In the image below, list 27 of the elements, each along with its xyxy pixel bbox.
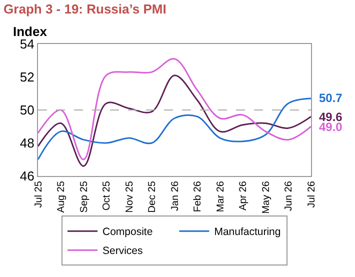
y-tick-label: 46: [20, 168, 34, 184]
legend-label: Manufacturing: [214, 226, 281, 238]
line-series: [38, 58, 311, 160]
x-tick-label: Jan 26: [170, 180, 181, 212]
x-tick-label: Aug 25: [56, 180, 67, 213]
y-tick-label: 54: [20, 36, 34, 52]
chart-title: Graph 3 - 19: Russia’s PMI: [4, 1, 166, 16]
y-tick-label: 52: [20, 70, 34, 85]
line-series: [38, 74, 311, 167]
y-axis-title: Index: [13, 24, 48, 39]
data-label: 50.7: [319, 91, 343, 105]
x-tick-label: Nov 25: [124, 180, 136, 213]
line-series: [38, 98, 311, 160]
y-tick-label: 50: [20, 102, 34, 118]
y-tick-label: 48: [20, 136, 34, 151]
x-tick-label: Apr 26: [238, 180, 249, 210]
x-tick-label: Mar 26: [215, 180, 226, 212]
x-tick-label: Jun 26: [284, 180, 294, 212]
x-tick-label: Jul 26: [306, 180, 318, 208]
x-tick-label: May 26: [260, 180, 272, 214]
legend-label: Services: [102, 245, 143, 258]
x-tick-label: Feb 26: [192, 180, 204, 212]
x-tick-label: Dec 25: [147, 180, 158, 213]
x-tick-label: Jul 25: [33, 180, 44, 208]
x-tick-label: Oct 25: [102, 180, 112, 210]
x-tick-label: Sep 25: [78, 180, 90, 213]
legend-label: Composite: [102, 226, 153, 238]
